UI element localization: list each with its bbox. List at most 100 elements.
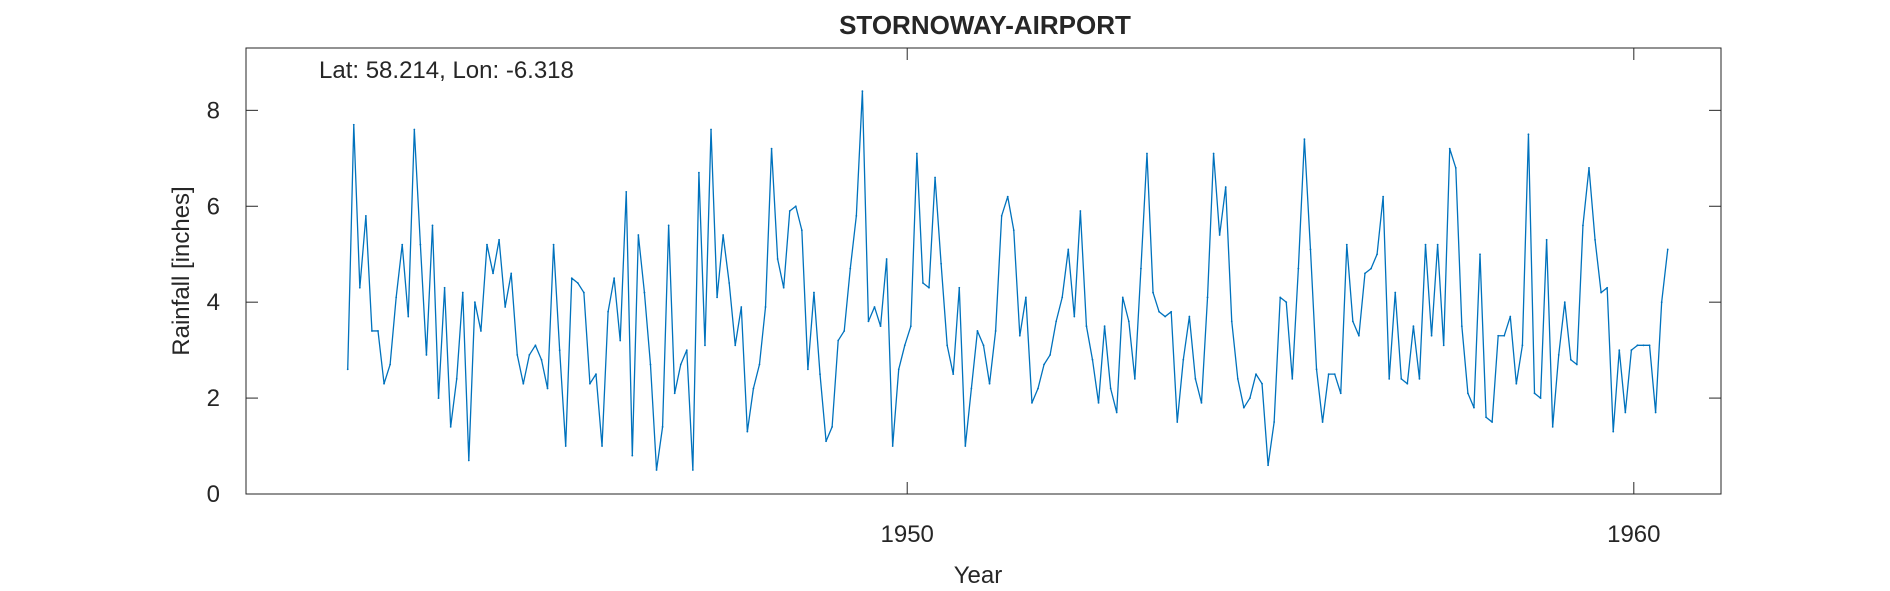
data-point bbox=[788, 210, 791, 212]
data-point bbox=[1158, 310, 1160, 313]
data-point bbox=[1436, 243, 1439, 246]
data-point bbox=[1606, 286, 1609, 289]
data-point bbox=[764, 306, 767, 308]
data-point bbox=[1109, 387, 1112, 390]
data-point bbox=[1079, 210, 1082, 212]
axis-ticks bbox=[246, 48, 1721, 495]
data-point bbox=[1115, 411, 1118, 414]
data-point bbox=[1467, 392, 1469, 395]
data-point bbox=[1394, 291, 1397, 294]
data-point bbox=[1121, 296, 1124, 299]
data-point bbox=[1333, 373, 1336, 376]
data-point bbox=[607, 310, 609, 313]
data-point bbox=[1085, 325, 1088, 328]
data-point bbox=[1285, 301, 1288, 304]
data-point bbox=[516, 354, 519, 356]
data-point bbox=[776, 258, 779, 260]
data-point bbox=[988, 382, 991, 385]
data-point bbox=[1037, 387, 1039, 390]
data-point bbox=[849, 267, 852, 270]
data-point bbox=[1091, 358, 1094, 361]
data-point bbox=[1176, 421, 1179, 423]
data-point bbox=[1321, 421, 1324, 423]
data-point bbox=[1097, 401, 1100, 404]
data-point bbox=[401, 243, 404, 246]
data-point bbox=[619, 339, 622, 342]
data-point bbox=[897, 368, 900, 371]
data-point bbox=[1043, 363, 1045, 366]
data-point bbox=[1388, 378, 1391, 380]
data-point bbox=[691, 469, 694, 471]
data-point bbox=[667, 224, 670, 227]
data-point bbox=[734, 344, 737, 347]
data-point bbox=[595, 373, 597, 376]
data-point bbox=[843, 330, 846, 332]
data-point bbox=[528, 354, 531, 356]
data-point bbox=[1515, 382, 1518, 385]
data-point bbox=[1533, 392, 1536, 395]
data-point bbox=[807, 368, 809, 371]
data-point bbox=[885, 258, 888, 260]
data-point bbox=[1370, 267, 1372, 270]
data-point bbox=[831, 425, 834, 428]
data-point bbox=[425, 354, 428, 356]
data-point bbox=[613, 277, 616, 280]
data-point bbox=[1418, 378, 1421, 380]
data-point bbox=[1460, 325, 1463, 328]
data-point bbox=[1527, 133, 1530, 136]
data-point bbox=[643, 291, 646, 294]
data-point bbox=[1103, 325, 1106, 328]
data-point bbox=[1448, 147, 1451, 150]
x-tick-label: 1960 bbox=[1607, 521, 1660, 548]
data-point bbox=[698, 171, 700, 174]
data-point bbox=[1061, 296, 1064, 299]
data-point bbox=[794, 205, 797, 208]
data-point bbox=[582, 291, 585, 294]
data-point bbox=[934, 176, 936, 179]
data-point bbox=[946, 344, 949, 347]
data-point bbox=[395, 296, 398, 299]
data-point bbox=[625, 190, 628, 193]
chart-title: STORNOWAY-AIRPORT bbox=[839, 10, 1131, 40]
data-point bbox=[1012, 229, 1015, 232]
data-point bbox=[752, 387, 755, 390]
data-point bbox=[540, 358, 543, 361]
y-tick-label: 6 bbox=[207, 193, 220, 220]
y-axis-label: Rainfall [inches] bbox=[168, 186, 195, 355]
data-point bbox=[413, 128, 416, 131]
data-point bbox=[1521, 344, 1524, 347]
data-point bbox=[1569, 358, 1572, 361]
data-point bbox=[364, 214, 367, 217]
data-point bbox=[940, 262, 943, 265]
data-point bbox=[1230, 320, 1233, 323]
data-point bbox=[922, 282, 924, 284]
data-point bbox=[1660, 301, 1663, 304]
data-point bbox=[704, 344, 706, 347]
data-point bbox=[928, 286, 930, 289]
data-point bbox=[661, 425, 664, 428]
data-point bbox=[522, 382, 525, 385]
data-point bbox=[994, 330, 997, 332]
data-point bbox=[867, 320, 870, 323]
data-point bbox=[1345, 243, 1348, 246]
data-point bbox=[1303, 138, 1306, 141]
data-point bbox=[1267, 464, 1269, 467]
data-point bbox=[770, 147, 773, 150]
data-point bbox=[855, 214, 858, 217]
data-point bbox=[1140, 267, 1142, 270]
data-point bbox=[1588, 166, 1590, 169]
data-point bbox=[437, 397, 440, 399]
data-point bbox=[1000, 214, 1003, 217]
axis-tick-labels: 0 2 4 6 8 1950 1960 bbox=[207, 97, 1661, 548]
data-point bbox=[1273, 421, 1276, 423]
data-point bbox=[1297, 267, 1300, 270]
data-point bbox=[800, 229, 803, 232]
data-point bbox=[1630, 349, 1633, 352]
data-point bbox=[1412, 325, 1415, 328]
data-point bbox=[903, 344, 906, 347]
data-point bbox=[1261, 382, 1263, 385]
data-point bbox=[1127, 320, 1130, 323]
data-point bbox=[1339, 392, 1342, 395]
data-point bbox=[716, 296, 718, 299]
